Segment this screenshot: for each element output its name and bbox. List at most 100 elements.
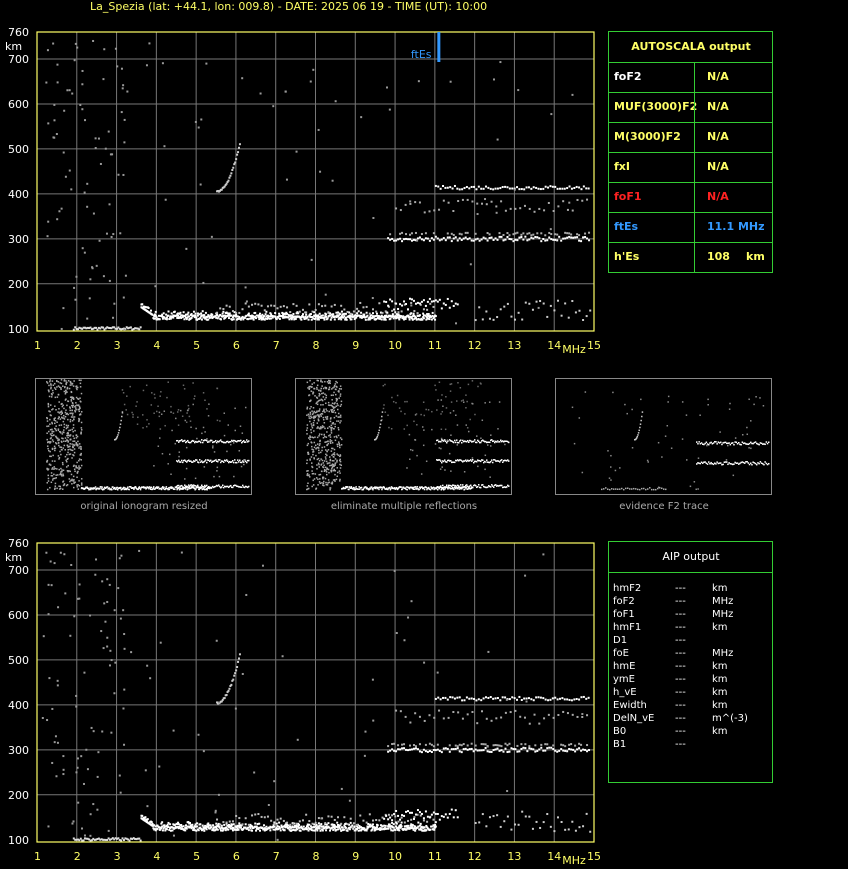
echo-dot	[290, 826, 293, 829]
aip-unit: km	[712, 583, 728, 594]
echo-dot	[255, 829, 258, 832]
thumb-dot	[247, 441, 249, 443]
thumb-dot	[47, 447, 49, 450]
thumb-dot	[228, 461, 230, 464]
thumb-dot	[722, 463, 724, 466]
thumb-dot	[497, 428, 499, 430]
echo-dot	[201, 824, 204, 827]
echo-dot	[232, 827, 235, 830]
echo-dot	[570, 187, 573, 190]
thumb-dot	[404, 400, 406, 403]
echo-dot	[434, 318, 437, 321]
thumb-dot	[239, 486, 241, 488]
echo-dot	[331, 823, 334, 826]
thumb-dot	[58, 488, 61, 490]
thumb-dot	[332, 387, 334, 389]
thumb-dot	[65, 398, 67, 400]
echo-dot	[501, 186, 504, 189]
echo-dot	[166, 823, 169, 826]
echo-dot	[89, 839, 92, 842]
thumb-dot	[368, 488, 371, 491]
echo-dot	[237, 317, 240, 320]
thumb-dot	[467, 485, 469, 488]
thumb-dot	[74, 481, 76, 484]
thumb-dot	[453, 461, 455, 464]
echo-dot	[526, 232, 529, 235]
thumb-dot	[330, 450, 333, 452]
echo-dot	[309, 313, 312, 316]
thumb-dot	[52, 434, 55, 437]
thumb-dot	[666, 425, 669, 427]
echo-dot	[428, 210, 431, 213]
echo-dot	[182, 825, 185, 828]
aip-row: D1 ---	[609, 634, 772, 647]
thumb-dot	[321, 482, 323, 484]
thumb-dot	[79, 407, 81, 410]
thumb-dot	[307, 482, 309, 484]
echo-dot	[562, 200, 565, 203]
echo-dot	[228, 312, 231, 315]
thumb-dot	[307, 387, 309, 389]
echo-dot	[568, 743, 571, 746]
thumb-dot	[241, 432, 244, 434]
thumb-dot	[763, 463, 765, 466]
echo-dot	[318, 312, 321, 315]
echo-dot	[325, 313, 328, 316]
thumb-dot	[49, 414, 52, 416]
thumb-dot	[181, 415, 184, 417]
thumb-dot	[172, 487, 174, 489]
echo-dot	[163, 316, 166, 319]
thumb-dot	[326, 381, 329, 383]
echo-dot	[401, 814, 404, 817]
y-tick-label: 500	[8, 654, 29, 667]
echo-dot	[327, 822, 330, 825]
echo-dot	[214, 809, 217, 812]
thumb-dot	[67, 431, 69, 434]
echo-dot	[83, 251, 86, 254]
thumb-dot	[243, 463, 245, 466]
thumb-dot	[312, 451, 314, 453]
thumb-dot	[316, 443, 319, 445]
thumb-dot	[322, 462, 325, 464]
thumb-dot	[183, 459, 185, 462]
echo-dot	[245, 300, 248, 303]
echo-dot	[561, 697, 564, 700]
thumb-dot	[69, 435, 71, 437]
thumb-dot	[193, 487, 196, 490]
echo-dot	[102, 647, 105, 650]
thumb-dot	[439, 486, 441, 488]
echo-dot	[356, 828, 359, 831]
thumb-dot	[765, 441, 768, 443]
thumb-dot	[78, 408, 80, 411]
thumb-dot	[80, 452, 82, 455]
echo-dot	[414, 317, 417, 320]
echo-dot	[564, 749, 567, 752]
echo-dot	[320, 823, 323, 826]
plot-frame	[36, 542, 595, 843]
echo-dot	[518, 188, 521, 191]
thumb-dot	[211, 439, 213, 442]
echo-dot	[388, 825, 391, 828]
echo-dot	[403, 303, 406, 306]
thumb-dot	[48, 463, 51, 465]
thumb-dot	[339, 480, 341, 482]
thumb-dot	[748, 447, 750, 449]
echo-dot	[514, 748, 517, 751]
echo-dot	[375, 314, 378, 317]
echo-dot	[391, 313, 394, 316]
thumb-dot	[316, 384, 319, 387]
thumb-dot	[64, 437, 67, 439]
echo-dot	[306, 825, 309, 828]
echo-dot	[263, 309, 266, 312]
echo-dot	[485, 203, 488, 206]
echo-dot	[426, 820, 429, 823]
echo-dot	[190, 313, 193, 316]
echo-dot	[134, 837, 137, 840]
thumb-dot	[212, 445, 214, 447]
echo-dot	[108, 279, 111, 282]
thumb-dot	[160, 391, 162, 393]
aip-value: ---	[675, 661, 686, 672]
echo-dot	[254, 311, 257, 314]
thumb-dot	[624, 403, 626, 406]
thumb-dot	[359, 488, 361, 490]
